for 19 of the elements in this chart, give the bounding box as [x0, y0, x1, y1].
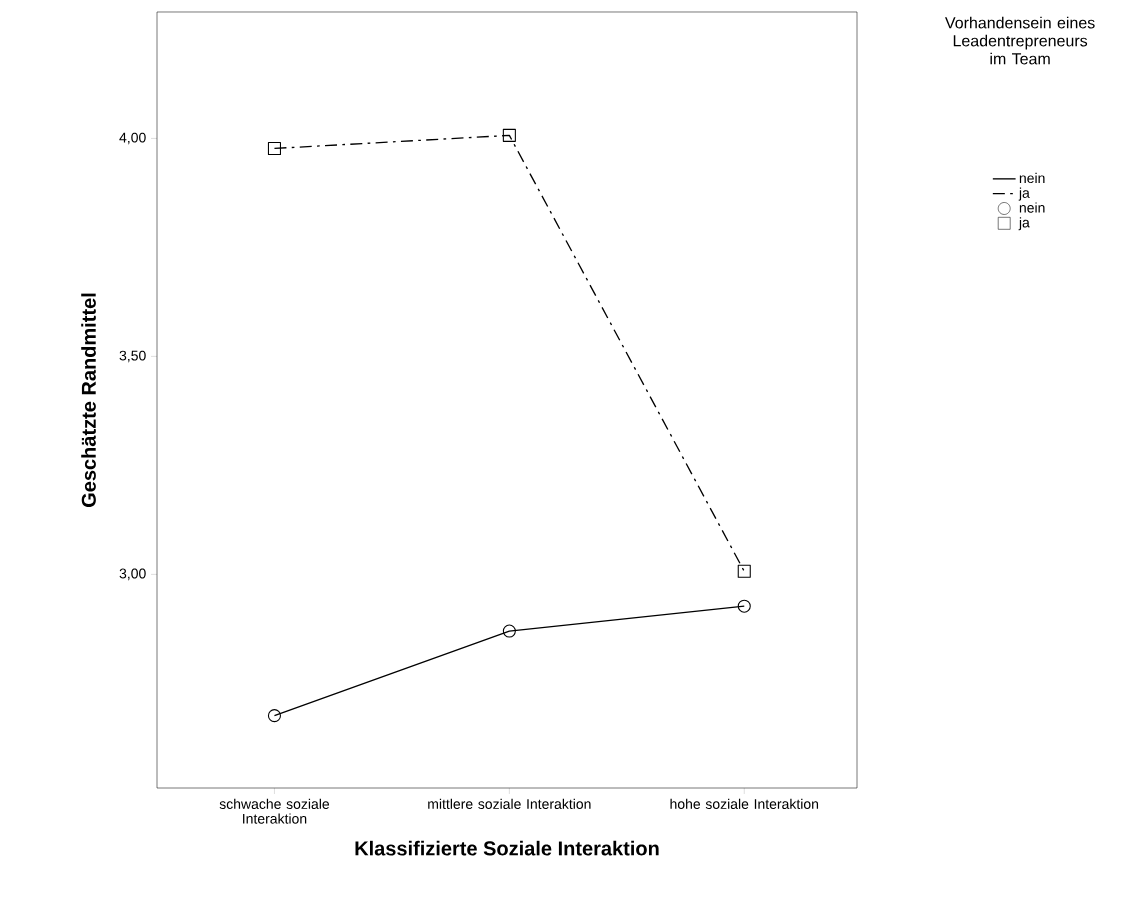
point	[737, 564, 751, 578]
y-tick-label: 4,00	[119, 132, 146, 145]
y-tick-label: 3,00	[119, 568, 146, 581]
y-axis-title: Geschätzte Randmittel	[81, 293, 96, 507]
x-tick-label: mittlere soziale Interaktion	[428, 798, 591, 809]
point	[267, 141, 281, 155]
point	[502, 624, 516, 638]
x-axis-title: Klassifizierte Soziale Interaktion	[355, 840, 659, 856]
text: nein	[1019, 172, 1045, 184]
point	[737, 599, 751, 613]
point	[267, 709, 281, 723]
text: ja	[1018, 217, 1030, 231]
x-tick-label: hohe soziale Interaktion	[670, 798, 819, 809]
x-tick-label: schwache soziale Interaktion	[219, 798, 330, 824]
legend-label: nein	[1019, 202, 1045, 213]
point	[502, 128, 516, 142]
legend-label: ja	[1018, 187, 1030, 201]
legend-title: Vorhandensein eines Leadentrepreneurs im Team	[945, 16, 1095, 65]
y-tick-label: 3,50	[119, 350, 146, 363]
